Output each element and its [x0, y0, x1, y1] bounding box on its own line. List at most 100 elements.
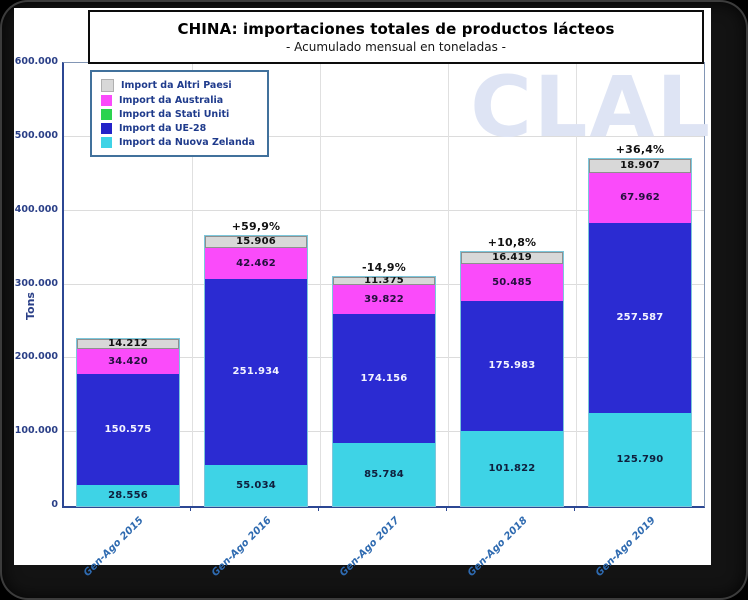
bar-segment: 257.587: [589, 223, 691, 413]
legend-item: Import da Nuova Zelanda: [101, 137, 255, 148]
legend-swatch: [101, 79, 114, 92]
segment-value-label: 101.822: [488, 462, 536, 474]
bar-segment: 11.375: [333, 275, 435, 286]
bar-segment: 175.983: [461, 301, 563, 431]
bar-segment: 67.962: [589, 173, 691, 223]
y-tick-label: 200.000: [14, 351, 58, 363]
chart-panel: CHINA: importaciones totales de producto…: [14, 8, 711, 579]
bar-group: +59,9% 15.906 42.462 251.934 55.034: [192, 63, 320, 507]
segment-value-label: 39.822: [364, 293, 404, 305]
segment-value-label: 15.906: [236, 236, 276, 247]
x-tick-label: Gen-Ago 2018: [465, 515, 530, 579]
segment-value-label: 14.212: [108, 338, 148, 349]
segment-value-label: 251.934: [232, 366, 280, 377]
chart-title-box: CHINA: importaciones totales de producto…: [88, 10, 704, 64]
bar-segment: 15.906: [205, 236, 307, 248]
bar-segment: 16.419: [461, 252, 563, 264]
legend-swatch: [101, 95, 112, 106]
pct-change-label: -14,9%: [362, 261, 406, 274]
pct-change-label: +36,4%: [615, 143, 665, 156]
vertical-gridline: [192, 63, 193, 506]
bar-segment: 150.575: [77, 374, 179, 485]
bar-group: +36,4% 18.907 67.962 257.587 125.790: [576, 63, 704, 507]
x-axis-tick-labels: Gen-Ago 2015 Gen-Ago 2016 Gen-Ago 2017 Gen-…: [62, 509, 702, 579]
x-axis-tick-mark: [190, 507, 191, 511]
segment-value-label: 125.790: [616, 453, 664, 465]
segment-value-label: 174.156: [360, 372, 408, 384]
bar-segment: 39.822: [333, 285, 435, 314]
segment-value-label: 150.575: [104, 423, 152, 435]
x-tick-label: Gen-Ago 2019: [593, 515, 658, 579]
bar-segment: 42.462: [205, 248, 307, 279]
bar-group: +10,8% 16.419 50.485 175.983 101.822: [448, 63, 576, 507]
bar-segment: 18.907: [589, 159, 691, 173]
segment-value-label: 257.587: [616, 312, 664, 323]
legend-item: Import da UE-28: [101, 123, 255, 134]
bar-stack: 14.212 34.420 150.575 28.556: [76, 338, 180, 507]
legend-swatch: [101, 137, 112, 148]
horizontal-gridline: [64, 135, 704, 137]
pct-change-label: +59,9%: [231, 220, 281, 233]
bar-stack: 15.906 42.462 251.934 55.034: [204, 235, 308, 507]
bar-groups: 14.212 34.420 150.575 28.556 +59,9% 15.906 42.…: [64, 63, 704, 507]
segment-value-label: 42.462: [236, 257, 276, 269]
vertical-gridline: [320, 63, 321, 506]
bar-segment: 251.934: [205, 279, 307, 465]
x-axis-tick-mark: [574, 507, 575, 511]
x-tick-label: Gen-Ago 2016: [209, 515, 274, 579]
segment-value-label: 55.034: [236, 479, 276, 491]
legend-item-label: Import da Stati Uniti: [119, 109, 230, 120]
y-tick-label: 100.000: [14, 425, 58, 437]
bar-segment: 85.784: [333, 443, 435, 506]
segment-value-label: 16.419: [492, 252, 532, 263]
x-axis-tick-mark: [446, 507, 447, 511]
bar-stack: 18.907 67.962 257.587 125.790: [588, 158, 692, 507]
chart-title: CHINA: importaciones totales de producto…: [177, 20, 615, 38]
y-tick-label: 400.000: [14, 203, 58, 215]
bar-segment: 28.556: [77, 485, 179, 506]
segment-value-label: 34.420: [108, 355, 148, 367]
x-tick-label: Gen-Ago 2015: [81, 515, 146, 579]
legend-item: Import da Stati Uniti: [101, 109, 255, 120]
y-tick-label: 0: [51, 499, 58, 510]
legend-swatch: [101, 123, 112, 134]
segment-value-label: 67.962: [620, 192, 660, 203]
bar-segment: 50.485: [461, 264, 563, 301]
plot-area: CLAL 14.212 34.420 150.575 28.556 +59,9% 15.9…: [62, 58, 710, 508]
y-tick-label: 600.000: [14, 56, 58, 67]
segment-value-label: 11.375: [364, 275, 404, 286]
pct-change-label: +10,8%: [487, 236, 537, 249]
segment-value-label: 175.983: [488, 360, 536, 371]
vertical-gridline: [576, 63, 577, 506]
legend-swatch: [101, 109, 112, 120]
segment-value-label: 28.556: [108, 489, 148, 501]
x-axis-tick-mark: [318, 507, 319, 511]
horizontal-gridline: [64, 209, 704, 211]
segment-value-label: 50.485: [492, 276, 532, 288]
bar-stack: 16.419 50.485 175.983 101.822: [460, 251, 564, 507]
vertical-gridline: [448, 63, 449, 506]
x-tick-label: Gen-Ago 2017: [337, 515, 402, 579]
bar-segment: 125.790: [589, 413, 691, 506]
y-axis-title: Tons: [24, 292, 37, 320]
legend-item: Import da Australia: [101, 95, 255, 106]
bar-segment: 14.212: [77, 339, 179, 349]
legend-item-label: Import da UE-28: [119, 123, 207, 134]
bar-stack: 11.375 39.822 174.156 85.784: [332, 275, 436, 507]
bar-group: 14.212 34.420 150.575 28.556: [64, 63, 192, 507]
y-tick-label: 500.000: [14, 129, 58, 141]
bar-segment: 34.420: [77, 349, 179, 374]
segment-value-label: 85.784: [364, 468, 404, 480]
legend-item-label: Import da Altri Paesi: [121, 80, 232, 91]
y-tick-label: 300.000: [14, 277, 58, 289]
legend-item: Import da Altri Paesi: [101, 79, 255, 92]
bar-group: -14,9% 11.375 39.822 174.156 85.784: [320, 63, 448, 507]
bar-segment: 174.156: [333, 314, 435, 443]
legend-item-label: Import da Nuova Zelanda: [119, 137, 255, 148]
segment-value-label: 18.907: [620, 160, 660, 171]
bar-segment: 55.034: [205, 465, 307, 506]
bar-segment: 101.822: [461, 431, 563, 506]
watermark-logo: CLAL: [470, 58, 712, 156]
legend-item-label: Import da Australia: [119, 95, 224, 106]
